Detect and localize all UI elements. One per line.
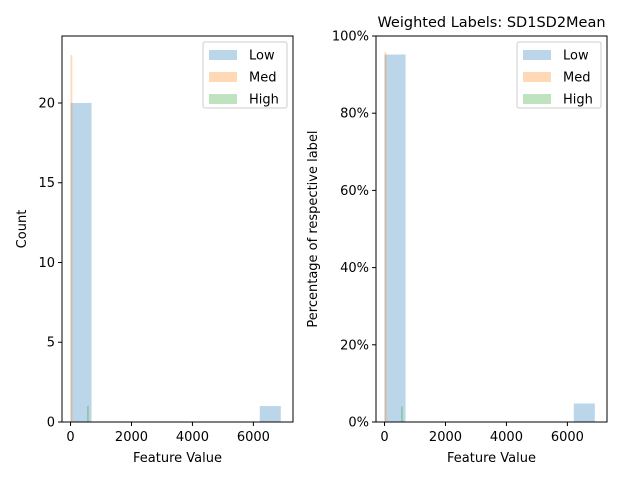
left-bar-high-0 bbox=[86, 406, 89, 422]
left-legend: Low Med High bbox=[202, 41, 288, 109]
right-bar-high-0 bbox=[400, 406, 403, 422]
right-axes-frame bbox=[375, 35, 608, 423]
right-legend-label-low: Low bbox=[563, 49, 589, 64]
left-x-tick-label: 2000 bbox=[115, 430, 148, 445]
right-x-tick-label: 4000 bbox=[490, 430, 523, 445]
right-legend: Low Med High bbox=[516, 41, 602, 109]
right-x-tick-label: 2000 bbox=[429, 430, 462, 445]
left-bar-low-1 bbox=[259, 406, 281, 422]
right-histogram-chart: 0 2000 4000 6000 0% 20% 40% 60% 80% 100% Feature V… bbox=[306, 15, 608, 466]
left-histogram-chart: 0 2000 4000 6000 0 5 10 15 20 Feature Value Count L… bbox=[15, 35, 294, 466]
left-legend-label-high: High bbox=[249, 93, 279, 108]
right-y-tick-label: 40% bbox=[340, 261, 369, 276]
left-legend-swatch-low bbox=[209, 50, 237, 60]
left-legend-swatch-med bbox=[209, 72, 237, 82]
left-bar-med-0 bbox=[70, 55, 73, 422]
left-x-tick-label: 4000 bbox=[176, 430, 209, 445]
right-x-axis-label: Feature Value bbox=[447, 451, 536, 466]
left-y-axis-label: Count bbox=[15, 210, 30, 249]
left-legend-box bbox=[202, 41, 288, 109]
left-y-tick-label: 20 bbox=[38, 96, 55, 111]
right-legend-box bbox=[516, 41, 602, 109]
left-legend-swatch-high bbox=[209, 94, 237, 104]
right-bar-med-0 bbox=[384, 52, 387, 422]
right-y-tick-label: 80% bbox=[340, 107, 369, 122]
right-y-tick-label: 0% bbox=[348, 416, 369, 431]
right-y-tick-label: 60% bbox=[340, 184, 369, 199]
right-y-axis-label: Percentage of respective label bbox=[306, 130, 321, 327]
right-legend-label-high: High bbox=[563, 93, 593, 108]
right-legend-swatch-high bbox=[523, 94, 551, 104]
right-legend-swatch-med bbox=[523, 72, 551, 82]
right-x-tick-label: 0 bbox=[380, 430, 388, 445]
left-y-tick-label: 0 bbox=[47, 416, 55, 431]
left-y-tick-label: 10 bbox=[38, 256, 55, 271]
right-bar-low-1 bbox=[573, 403, 595, 422]
right-chart-title: Weighted Labels: SD1SD2Mean bbox=[377, 15, 605, 31]
left-bar-low-0 bbox=[70, 102, 92, 423]
left-axes-frame bbox=[61, 35, 294, 423]
left-legend-label-med: Med bbox=[249, 71, 276, 86]
left-legend-label-low: Low bbox=[249, 49, 275, 64]
left-y-tick-label: 5 bbox=[47, 336, 55, 351]
right-x-tick-label: 6000 bbox=[551, 430, 584, 445]
left-x-tick-label: 6000 bbox=[237, 430, 270, 445]
right-bar-low-0 bbox=[384, 54, 406, 422]
right-legend-label-med: Med bbox=[563, 71, 590, 86]
left-x-axis-label: Feature Value bbox=[133, 451, 222, 466]
right-y-tick-label: 20% bbox=[340, 338, 369, 353]
right-legend-swatch-low bbox=[523, 50, 551, 60]
left-y-tick-label: 15 bbox=[38, 176, 55, 191]
right-y-tick-label: 100% bbox=[332, 30, 369, 45]
left-x-tick-label: 0 bbox=[66, 430, 74, 445]
